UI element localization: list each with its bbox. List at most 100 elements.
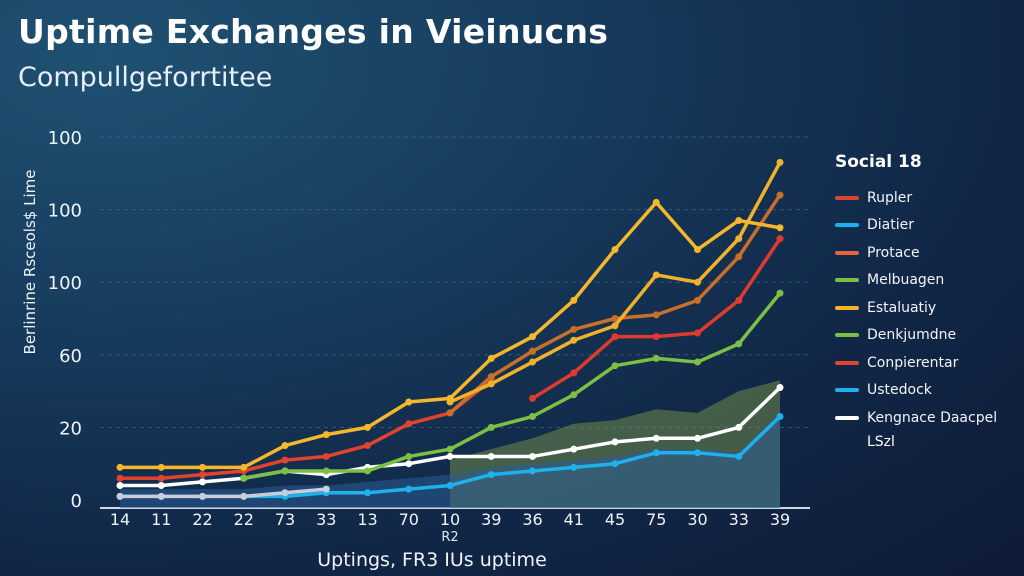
data-point: [322, 431, 330, 439]
data-point: [652, 311, 660, 319]
x-tick-label: 73: [275, 510, 295, 529]
data-point: [529, 394, 536, 402]
legend-swatch: [835, 388, 859, 393]
legend-swatch: [835, 333, 859, 338]
x-tick-label: 30: [687, 510, 707, 529]
data-point: [157, 481, 165, 489]
data-point: [529, 347, 536, 355]
chart-title: Uptime Exchanges in Vieinucns: [18, 12, 609, 51]
data-point: [735, 296, 743, 304]
x-tick-label: 14: [110, 510, 130, 529]
data-point: [735, 340, 743, 348]
x-tick-label: 22: [234, 510, 254, 529]
data-point: [652, 354, 660, 362]
data-point: [199, 471, 206, 479]
data-point: [611, 460, 619, 468]
data-point: [364, 467, 371, 475]
data-point: [322, 467, 330, 475]
series-line: [118, 378, 493, 480]
data-point: [281, 442, 289, 450]
legend: Social 18 Rupler Diatier Protace Melbuagen E…: [835, 152, 997, 450]
data-point: [405, 420, 413, 428]
data-point: [446, 445, 454, 453]
legend-item: Melbuagen: [835, 267, 997, 295]
data-point: [487, 471, 495, 479]
x-tick-label: 39: [481, 510, 501, 529]
legend-label: Protace: [867, 244, 920, 261]
legend-swatch: [835, 360, 859, 365]
series-line: [242, 291, 782, 480]
data-point: [487, 380, 495, 388]
data-point: [364, 442, 371, 450]
legend-item: Diatier: [835, 212, 997, 240]
data-point: [487, 354, 495, 362]
legend-label: Conpierentar: [867, 354, 959, 371]
legend-extra: LSzl: [867, 433, 895, 450]
data-point: [446, 394, 454, 402]
data-point: [322, 485, 330, 493]
data-point: [652, 434, 660, 442]
data-point: [735, 253, 743, 261]
data-point: [776, 289, 784, 297]
y-tick-label: 0: [71, 491, 82, 512]
data-point: [652, 271, 660, 279]
data-point: [652, 198, 660, 206]
data-point: [776, 191, 784, 199]
data-point: [694, 434, 701, 442]
data-point: [611, 438, 619, 446]
data-point: [652, 449, 660, 457]
data-point: [281, 467, 289, 475]
data-point: [694, 358, 701, 366]
data-point: [116, 474, 124, 482]
x-axis-sublabel: R2: [441, 530, 459, 545]
data-point: [570, 325, 578, 333]
data-point: [157, 492, 165, 500]
legend-item: Rupler: [835, 184, 997, 212]
data-point: [529, 358, 536, 366]
data-point: [694, 329, 701, 337]
data-point: [694, 296, 701, 304]
data-point: [405, 398, 413, 406]
legend-swatch: [835, 415, 859, 420]
legend-label: Estaluatiy: [867, 299, 937, 316]
data-point: [570, 445, 578, 453]
data-point: [364, 423, 371, 431]
data-point: [570, 369, 578, 377]
data-point: [694, 246, 701, 254]
data-point: [199, 478, 206, 486]
data-point: [487, 423, 495, 431]
data-point: [487, 452, 495, 460]
data-point: [405, 485, 413, 493]
data-point: [735, 235, 743, 243]
data-point: [446, 481, 454, 489]
x-tick-label: 36: [522, 510, 542, 529]
legend-label: Kengnace Daacpel: [867, 409, 998, 426]
data-point: [322, 452, 330, 460]
x-tick-label: 33: [316, 510, 336, 529]
legend-item: Kengnace Daacpel: [835, 404, 997, 432]
legend-swatch: [835, 195, 859, 200]
data-point: [652, 333, 660, 341]
y-tick-label: 100: [48, 201, 82, 222]
data-point: [776, 235, 784, 243]
data-point: [735, 423, 743, 431]
series-area: [120, 412, 780, 508]
legend-label: Diatier: [867, 217, 914, 234]
data-point: [199, 463, 206, 471]
series-line: [118, 487, 328, 499]
legend-swatch: [835, 278, 859, 283]
legend-item: Denkjumdne: [835, 322, 997, 350]
data-point: [694, 278, 701, 286]
data-point: [405, 452, 413, 460]
y-tick-label: 100: [48, 273, 82, 294]
data-point: [199, 492, 206, 500]
data-point: [570, 391, 578, 399]
data-point: [776, 158, 784, 166]
data-point: [157, 463, 165, 471]
data-point: [116, 481, 124, 489]
data-point: [570, 336, 578, 344]
data-point: [611, 315, 619, 322]
data-point: [529, 452, 536, 460]
data-point: [487, 373, 495, 381]
data-point: [735, 452, 743, 460]
